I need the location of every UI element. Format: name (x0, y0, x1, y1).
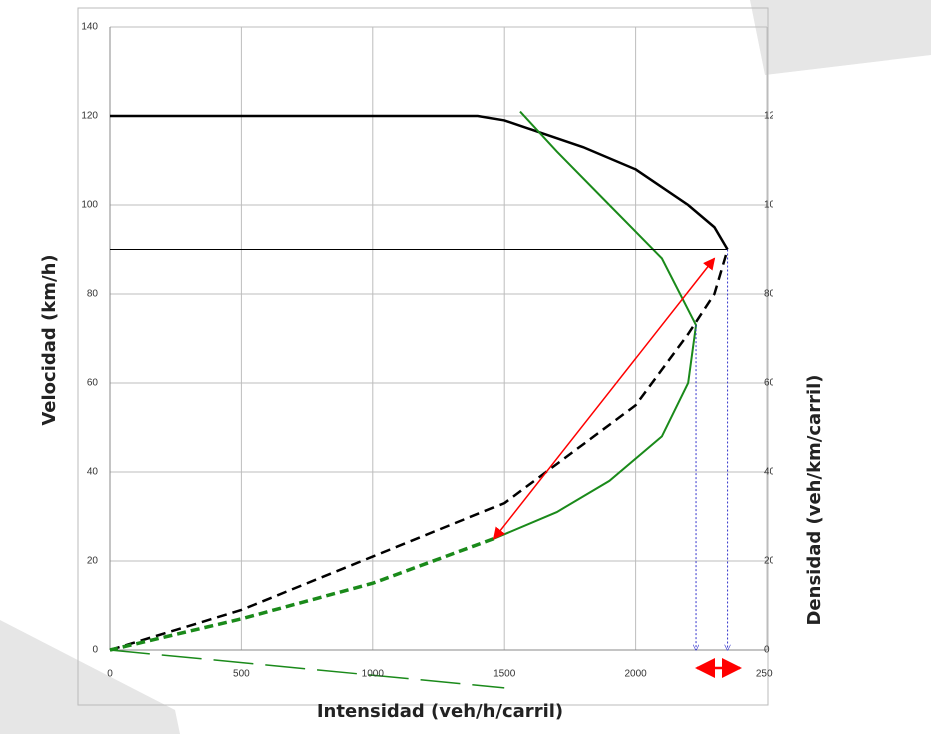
line-series (109, 649, 505, 689)
y-tick-label: 140 (81, 22, 98, 33)
line-series (109, 249, 729, 652)
decor (750, 0, 931, 75)
y2-tick-label: 0 (764, 645, 770, 656)
y2-tick-label: 40 (764, 467, 776, 478)
line-series (110, 114, 729, 251)
y-tick-label: 120 (81, 111, 98, 122)
y2-tick-label: 20 (764, 556, 776, 567)
line-series (109, 537, 495, 652)
x-tick-label: 1500 (493, 669, 516, 680)
x-axis-label: Intensidad (veh/h/carril) (317, 701, 563, 722)
y2-tick-label: 100 (764, 200, 781, 211)
y2-tick-label: 80 (764, 289, 776, 300)
y-tick-label: 40 (87, 467, 99, 478)
y-tick-label: 0 (92, 645, 98, 656)
line-series (493, 110, 698, 540)
arrow (492, 257, 716, 540)
x-tick-label: 500 (233, 669, 250, 680)
x-tick-label: 2500 (756, 669, 779, 680)
y-tick-label: 60 (87, 378, 99, 389)
y2-tick-label: 120 (764, 111, 781, 122)
x-tick-label: 2000 (624, 669, 647, 680)
y-tick-label: 100 (81, 200, 98, 211)
y-tick-label: 20 (87, 556, 99, 567)
x-tick-label: 1000 (362, 669, 385, 680)
frame (77, 7, 769, 706)
y2-tick-label: 60 (764, 378, 776, 389)
decor (0, 620, 180, 734)
y-tick-label: 80 (87, 289, 99, 300)
x-tick-label: 0 (107, 669, 113, 680)
y-axis-label: Velocidad (km/h) (39, 254, 60, 425)
y2-axis-label: Densidad (veh/km/carril) (804, 374, 825, 625)
